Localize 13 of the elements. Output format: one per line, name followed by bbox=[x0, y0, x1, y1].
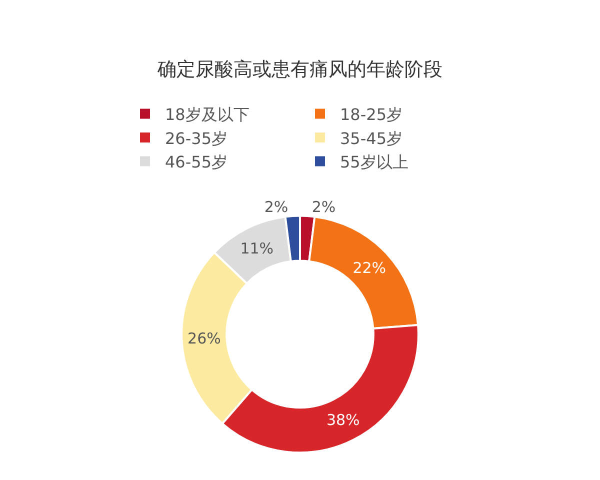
legend-label: 35-45岁 bbox=[340, 128, 402, 148]
data-label: 22% bbox=[352, 258, 386, 277]
legend-label: 26-35岁 bbox=[165, 128, 228, 148]
data-label: 26% bbox=[188, 330, 221, 348]
legend-label: 18岁及以下 bbox=[165, 104, 250, 124]
legend-label: 46-55岁 bbox=[165, 152, 228, 172]
data-label: 2% bbox=[312, 198, 336, 216]
chart-title: 确定尿酸高或患有痛风的年龄阶段 bbox=[156, 58, 442, 81]
legend-label: 55岁以上 bbox=[340, 152, 408, 172]
legend-label: 18-25岁 bbox=[340, 104, 402, 124]
data-label: 38% bbox=[326, 410, 360, 429]
data-label: 11% bbox=[240, 240, 274, 258]
data-label: 2% bbox=[264, 198, 288, 216]
